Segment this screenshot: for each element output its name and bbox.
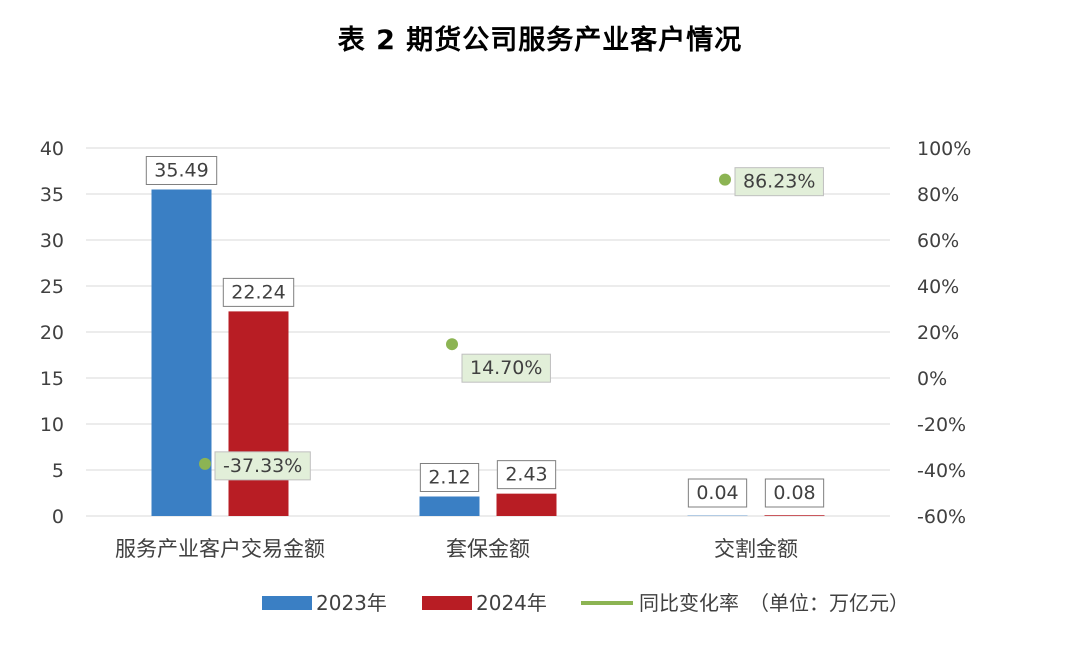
data-label-box xyxy=(222,277,295,307)
right-tick-label: -20% xyxy=(917,414,966,436)
left-tick-label: 25 xyxy=(40,276,64,298)
bar-2024 xyxy=(496,493,557,516)
bar-value-label: 35.49 xyxy=(154,159,208,181)
left-tick-label: 10 xyxy=(40,414,64,436)
right-tick-label: 40% xyxy=(917,276,959,298)
right-tick-label: -60% xyxy=(917,506,966,528)
gridlines xyxy=(86,147,890,517)
legend-swatch-2024[interactable] xyxy=(422,596,472,610)
yoy-value-label: -37.33% xyxy=(223,455,302,477)
left-axis: 0 5 10 15 20 25 30 35 40 xyxy=(40,138,64,528)
left-tick-label: 35 xyxy=(40,184,64,206)
bar-value-label: 22.24 xyxy=(231,281,285,303)
right-tick-label: 60% xyxy=(917,230,959,252)
chart-title: 表 2 期货公司服务产业客户情况 xyxy=(337,25,743,56)
right-tick-label: 100% xyxy=(917,138,971,160)
data-label-box xyxy=(145,155,218,185)
bar-2023 xyxy=(419,496,480,516)
data-label-box xyxy=(214,451,311,481)
yoy-point xyxy=(719,173,731,186)
bar-value-label: 0.08 xyxy=(773,482,815,504)
left-tick-label: 5 xyxy=(52,460,64,482)
yoy-point xyxy=(446,338,458,351)
yoy-value-label: 14.70% xyxy=(470,357,542,379)
legend: 2023年 2024年 同比变化率 （单位：万亿元） xyxy=(262,591,909,615)
right-tick-label: -40% xyxy=(917,460,966,482)
legend-label-2024[interactable]: 2024年 xyxy=(476,591,547,615)
bar-2024 xyxy=(764,515,825,516)
yoy-value-label: 86.23% xyxy=(743,171,815,193)
data-label-box xyxy=(734,167,824,197)
bar-2024 xyxy=(228,311,289,516)
data-label-box xyxy=(764,478,825,508)
right-axis: -60% -40% -20% 0% 20% 40% 60% 80% 100% xyxy=(917,138,971,528)
category-label: 服务产业客户交易金额 xyxy=(115,537,325,561)
legend-unit: （单位：万亿元） xyxy=(749,591,909,615)
left-tick-label: 30 xyxy=(40,230,64,252)
right-tick-label: 80% xyxy=(917,184,959,206)
legend-label-yoy[interactable]: 同比变化率 xyxy=(639,591,739,615)
legend-swatch-2023[interactable] xyxy=(262,596,312,610)
data-label-box xyxy=(496,460,557,490)
left-tick-label: 15 xyxy=(40,368,64,390)
bar-value-label: 2.43 xyxy=(505,464,547,486)
category-label: 交割金额 xyxy=(714,537,798,561)
data-label-box xyxy=(419,462,480,492)
legend-label-2023[interactable]: 2023年 xyxy=(316,591,387,615)
category-labels: 服务产业客户交易金额 套保金额 交割金额 xyxy=(115,537,798,561)
category-label: 套保金额 xyxy=(446,537,530,561)
left-tick-label: 20 xyxy=(40,322,64,344)
right-tick-label: 0% xyxy=(917,368,947,390)
right-tick-label: 20% xyxy=(917,322,959,344)
data-labels: 35.49 22.24 -37.33% 2.12 2.43 14.70% 0.04 0.08 8… xyxy=(145,155,825,508)
yoy-point xyxy=(199,457,211,470)
bar-value-label: 2.12 xyxy=(428,466,470,488)
left-tick-label: 40 xyxy=(40,138,64,160)
data-label-box xyxy=(461,353,551,383)
bar-value-label: 0.04 xyxy=(696,482,738,504)
data-label-box xyxy=(687,478,748,508)
yoy-points xyxy=(199,173,731,470)
left-tick-label: 0 xyxy=(52,506,64,528)
